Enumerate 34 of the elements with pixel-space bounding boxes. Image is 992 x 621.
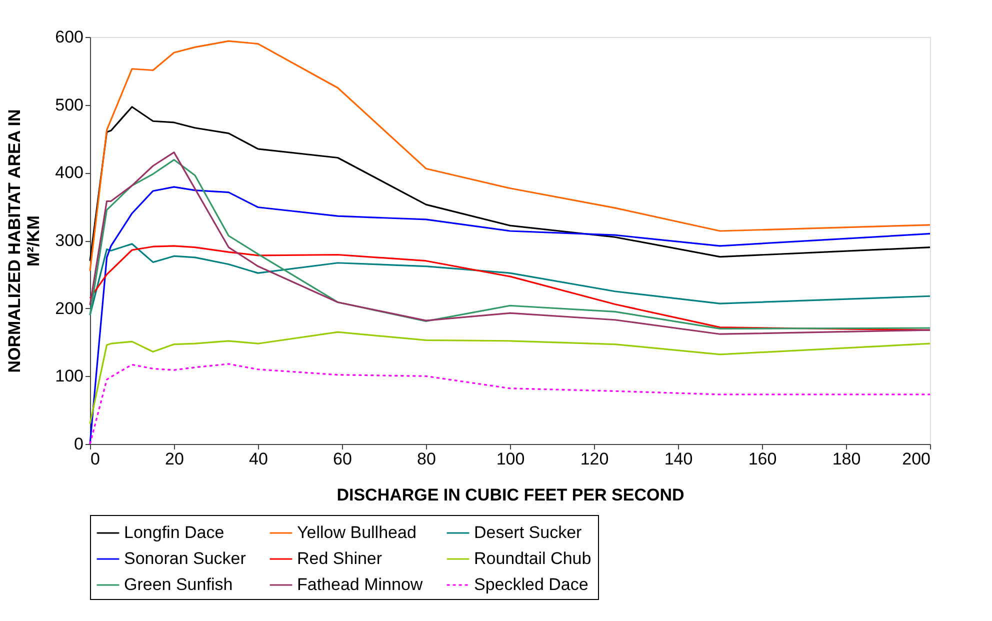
x-tick-label: 80 bbox=[417, 450, 436, 468]
x-tick-label: 200 bbox=[902, 450, 930, 468]
x-tick-label: 0 bbox=[90, 450, 100, 468]
x-tick-label: 60 bbox=[333, 450, 352, 468]
line-series bbox=[89, 245, 931, 331]
x-tick-label: 160 bbox=[748, 450, 777, 468]
y-tick-label: 600 bbox=[55, 28, 84, 46]
y-tick-label: 300 bbox=[55, 231, 84, 250]
line-series bbox=[89, 331, 931, 424]
legend-label: Sonoran Sucker bbox=[124, 549, 246, 568]
x-tick-label: 20 bbox=[165, 450, 184, 468]
line-series bbox=[89, 40, 931, 272]
y-tick-label: 0 bbox=[74, 434, 84, 454]
y-tick-label: 500 bbox=[55, 95, 84, 114]
legend-label: Longfin Dace bbox=[124, 523, 224, 542]
x-tick-label: 100 bbox=[496, 450, 525, 468]
x-axis-title: DISCHARGE IN CUBIC FEET PER SECOND bbox=[336, 486, 684, 504]
x-tick-label: 140 bbox=[664, 450, 693, 468]
x-tick-label: 120 bbox=[580, 450, 609, 468]
y-axis-title: NORMALIZED HABITAT AREA IN M²/KM bbox=[5, 109, 44, 373]
legend-label: Fathead Minnow bbox=[297, 575, 424, 594]
y-tick-label: 200 bbox=[55, 298, 84, 318]
x-tick-label: 180 bbox=[832, 450, 861, 468]
legend-label: Yellow Bullhead bbox=[297, 523, 416, 542]
legend-label: Red Shiner bbox=[297, 549, 382, 568]
x-tick-label: 40 bbox=[249, 450, 268, 468]
legend-label: Speckled Dace bbox=[474, 575, 588, 594]
line-series bbox=[89, 243, 931, 316]
y-tick-label: 400 bbox=[55, 163, 84, 182]
y-tick-label: 100 bbox=[55, 366, 84, 386]
legend-label: Desert Sucker bbox=[474, 523, 582, 542]
legend-label: Roundtail Chub bbox=[474, 549, 592, 568]
legend-label: Green Sunfish bbox=[124, 575, 233, 594]
line-series bbox=[89, 106, 931, 262]
